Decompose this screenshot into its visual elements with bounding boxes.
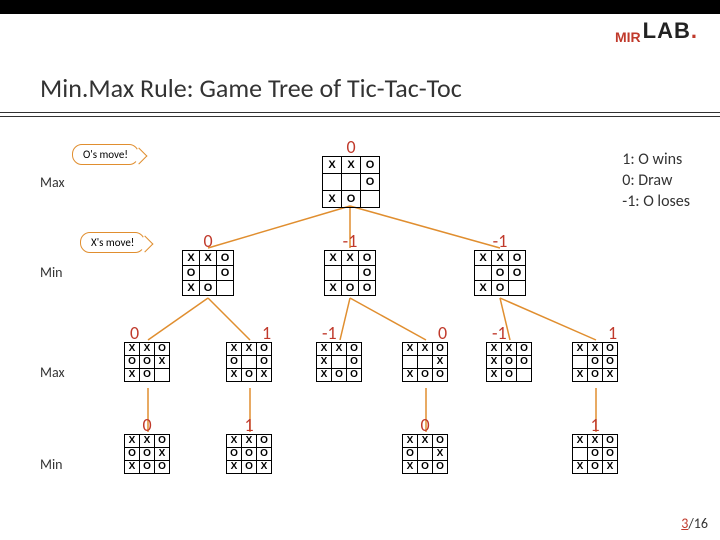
legend-win: 1: O wins — [622, 150, 690, 171]
logo-lab: LAB. — [643, 18, 698, 44]
board-a2: 1XXOOOXOX — [226, 342, 272, 382]
row-label-min-2: Min — [40, 456, 63, 473]
legend: 1: O wins 0: Draw -1: O loses — [622, 150, 690, 212]
legend-lose: -1: O loses — [622, 192, 690, 213]
board-root: 0XXOOXO — [322, 156, 380, 208]
board-m2: -1XXOOXOO — [324, 250, 376, 296]
legend-draw: 0: Draw — [622, 171, 690, 192]
row-label-max-2: Max — [40, 364, 65, 381]
callout-x-move: X's move! — [80, 232, 145, 253]
diagram-stage: 1: O wins 0: Draw -1: O loses Max Min Ma… — [0, 120, 720, 540]
board-m3: -1XXOOOXO — [474, 250, 526, 296]
board-m1: 0XXOOOXO — [182, 250, 234, 296]
title-underline — [0, 112, 720, 120]
board-b3: 0XXOOXXOO — [402, 434, 448, 474]
board-b1: 0XXOOOXXOO — [124, 434, 170, 474]
slide-title: Min.Max Rule: Game Tree of Tic-Tac-Toc — [40, 72, 462, 104]
board-a5: -1XXOXOOXO — [486, 342, 532, 382]
board-a1: 0XXOOOXXO — [124, 342, 170, 382]
logo: MIR LAB. — [615, 18, 698, 44]
board-a4: 0XXOXXOO — [402, 342, 448, 382]
row-label-min-1: Min — [40, 264, 63, 281]
top-bar — [0, 0, 720, 14]
logo-mir: MIR — [615, 30, 641, 44]
board-b2: 1XXOOOOXOX — [226, 434, 272, 474]
row-label-max-1: Max — [40, 174, 65, 191]
board-b4: 1XXOOOXOX — [572, 434, 618, 474]
board-a3: -1XXOXOXOO — [316, 342, 362, 382]
callout-o-move: O's move! — [72, 144, 139, 165]
page-number: 3/16 — [681, 515, 708, 532]
board-a6: 1XXOOOXOX — [572, 342, 618, 382]
